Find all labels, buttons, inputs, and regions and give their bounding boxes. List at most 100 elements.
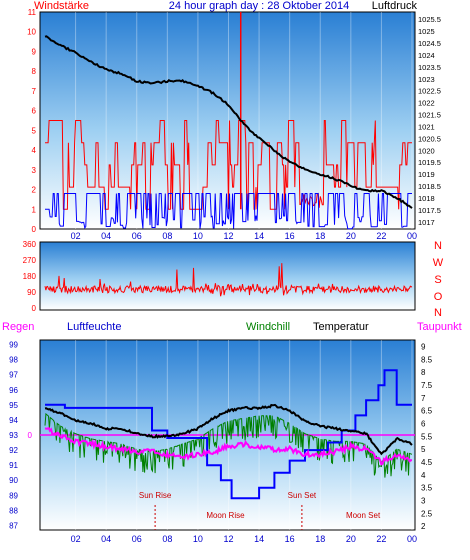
direction-y-tick: 360 [23,240,37,249]
weather-x-tick: 04 [101,534,111,544]
weather-x-tick: 10 [193,534,203,544]
wind-panel [39,11,416,230]
wind-y-tick: 4 [32,146,37,155]
pressure-y-tick: 1018.5 [418,182,441,191]
pressure-y-tick: 1022 [418,99,435,108]
wind-x-tick: 06 [132,231,142,241]
temperature-y-tick: 6 [421,419,426,428]
temperature-y-tick: 7 [421,394,426,403]
temperature-y-tick: 8 [421,368,426,377]
pressure-series [44,35,413,209]
astro-event-label: Sun Set [288,491,317,500]
rain-zero-label: 0 [28,431,33,440]
weather-x-tick: 00 [407,534,417,544]
weather-x-tick: 14 [254,534,264,544]
astro-event-label: Moon Rise [206,511,245,520]
graph-title: 24 hour graph day : 28 Oktober 2014 [169,0,349,12]
weather-x-tick: 02 [71,534,81,544]
dewpoint-series [44,426,413,466]
wind-x-tick: 10 [193,231,203,241]
direction-letter: N [434,307,442,319]
humidity-y-tick: 94 [9,416,18,425]
wind-x-tick: 18 [315,231,325,241]
direction-panel [39,241,416,311]
pressure-y-tick: 1024 [418,51,435,60]
wind-y-tick: 9 [32,47,37,56]
wind-right-label: Luftdruck [372,0,418,12]
wind-y-tick: 10 [27,28,36,37]
humidity-y-tick: 88 [9,506,18,515]
weather-x-tick: 20 [346,534,356,544]
humidity-y-tick: 92 [9,446,18,455]
temperature-y-tick: 3.5 [421,484,433,493]
legend-humidity: Luftfeuchte [67,321,121,333]
humidity-y-tick: 96 [9,386,18,395]
humidity-y-tick: 87 [9,521,18,530]
pressure-y-tick: 1025 [418,27,435,36]
legend-windchill: Windchill [246,321,290,333]
pressure-y-tick: 1019.5 [418,158,441,167]
wind-y-tick: 5 [32,126,37,135]
humidity-y-tick: 99 [9,341,18,350]
wind-x-tick: 14 [254,231,264,241]
direction-y-tick: 270 [23,256,37,265]
wind-x-tick: 20 [346,231,356,241]
humidity-y-tick: 97 [9,371,18,380]
wind-y-tick: 3 [32,166,37,175]
legend-rain: Regen [2,321,34,333]
wind-y-tick: 2 [32,186,37,195]
humidity-y-tick: 93 [9,431,18,440]
direction-letter: S [434,274,441,286]
humidity-y-tick: 89 [9,491,18,500]
direction-y-tick: 180 [23,272,37,281]
astro-event-label: Sun Rise [139,491,172,500]
temperature-y-tick: 9 [421,342,426,351]
humidity-y-tick: 91 [9,461,18,470]
series-layer [40,12,415,500]
legend-dewpoint: Taupunkt [417,321,462,333]
weather-x-tick: 16 [285,534,295,544]
temperature-series [44,403,413,456]
pressure-y-tick: 1018 [418,194,435,203]
direction-letters: N W S O N [433,240,444,319]
temperature-y-tick: 2.5 [421,509,433,518]
wind-x-tick: 00 [407,231,417,241]
direction-y-tick: 90 [27,288,36,297]
wind-x-tick: 12 [223,231,233,241]
pressure-y-tick: 1022.5 [418,87,441,96]
pressure-y-tick: 1023.5 [418,63,441,72]
humidity-y-tick: 98 [9,356,18,365]
pressure-y-tick: 1017 [418,218,435,227]
temperature-y-tick: 4.5 [421,458,433,467]
wind-x-tick: 16 [285,231,295,241]
wind-y-tick: 11 [28,8,37,17]
pressure-y-tick: 1021.5 [418,111,441,120]
pressure-y-tick: 1020 [418,146,435,155]
direction-letter: O [434,291,443,303]
pressure-y-tick: 1020.5 [418,134,441,143]
weather-x-tick: 18 [315,534,325,544]
temperature-y-tick: 7.5 [421,381,433,390]
humidity-y-tick: 90 [9,476,18,485]
wind-x-tick: 22 [376,231,386,241]
wind-direction-series [44,263,413,297]
temperature-y-tick: 5.5 [421,432,433,441]
weather-x-tick: 12 [223,534,233,544]
temperature-y-tick: 2 [421,522,426,531]
wind-y-tick: 7 [32,87,37,96]
pressure-y-tick: 1019 [418,170,435,179]
temperature-y-tick: 6.5 [421,407,433,416]
astro-event-label: Moon Set [346,511,381,520]
direction-letter: N [434,240,442,252]
wind-left-label: Windstärke [34,0,89,12]
humidity-series [45,369,412,500]
legend-temperature: Temperatur [313,321,369,333]
temperature-y-tick: 8.5 [421,355,433,364]
weather-x-tick: 06 [132,534,142,544]
temperature-y-tick: 4 [421,471,426,480]
astro-events: Sun Rise Moon Rise Sun Set Moon Set [139,491,381,530]
pressure-y-tick: 1025.5 [418,15,441,24]
axis-labels: 0123456789101110171017.510181018.5101910… [9,8,441,544]
